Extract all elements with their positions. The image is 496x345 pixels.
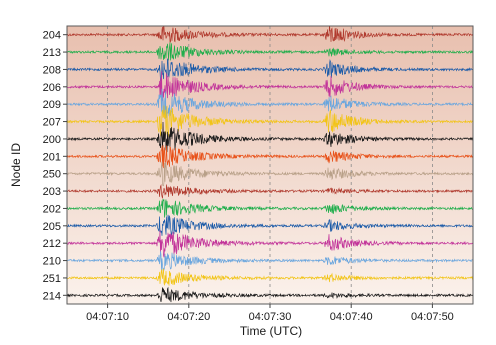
trace-201 — [67, 144, 473, 169]
trace-203 — [67, 183, 473, 199]
x-tick-label: 04:07:50 — [411, 311, 454, 323]
x-axis-title: Time (UTC) — [240, 324, 302, 338]
y-tick-label-250: 250 — [43, 169, 61, 181]
y-tick-label-204: 204 — [43, 30, 61, 42]
y-tick-label-209: 209 — [43, 99, 61, 111]
y-tick-label-201: 201 — [43, 151, 61, 163]
x-tick-label: 04:07:10 — [86, 311, 129, 323]
trace-214 — [67, 286, 473, 303]
trace-251 — [67, 268, 473, 286]
trace-202 — [67, 198, 473, 218]
y-tick-label-212: 212 — [43, 238, 61, 250]
trace-212 — [67, 230, 473, 258]
y-tick-label-203: 203 — [43, 186, 61, 198]
x-tick-labels: 04:07:10 04:07:20 04:07:30 04:07:40 04:07:50 — [86, 304, 454, 323]
trace-200 — [67, 121, 473, 155]
y-axis-title: Node ID — [9, 143, 23, 187]
y-tick-label-205: 205 — [43, 221, 61, 233]
y-tick-label-206: 206 — [43, 82, 61, 94]
y-tick-label-214: 214 — [43, 290, 61, 302]
x-tick-label: 04:07:30 — [249, 311, 292, 323]
trace-209 — [67, 88, 473, 119]
trace-250 — [67, 161, 473, 187]
x-tick-label: 04:07:40 — [330, 311, 373, 323]
y-tick-label-200: 200 — [43, 134, 61, 146]
x-tick-label: 04:07:20 — [167, 311, 210, 323]
trace-205 — [67, 214, 473, 236]
trace-213 — [67, 42, 473, 61]
trace-210 — [67, 251, 473, 271]
y-tick-label-210: 210 — [43, 256, 61, 268]
trace-207 — [67, 105, 473, 137]
trace-206 — [67, 71, 473, 102]
traces — [67, 26, 473, 303]
y-tick-labels: 204 213 208 206 209 207 200 201 250 203 202 205 212 2… — [43, 30, 67, 302]
trace-204 — [67, 26, 473, 43]
grid — [107, 26, 433, 304]
y-tick-label-202: 202 — [43, 203, 61, 215]
y-tick-label-213: 213 — [43, 47, 61, 59]
y-tick-label-251: 251 — [43, 273, 61, 285]
y-tick-label-208: 208 — [43, 64, 61, 76]
trace-208 — [67, 58, 473, 82]
y-tick-label-207: 207 — [43, 117, 61, 129]
